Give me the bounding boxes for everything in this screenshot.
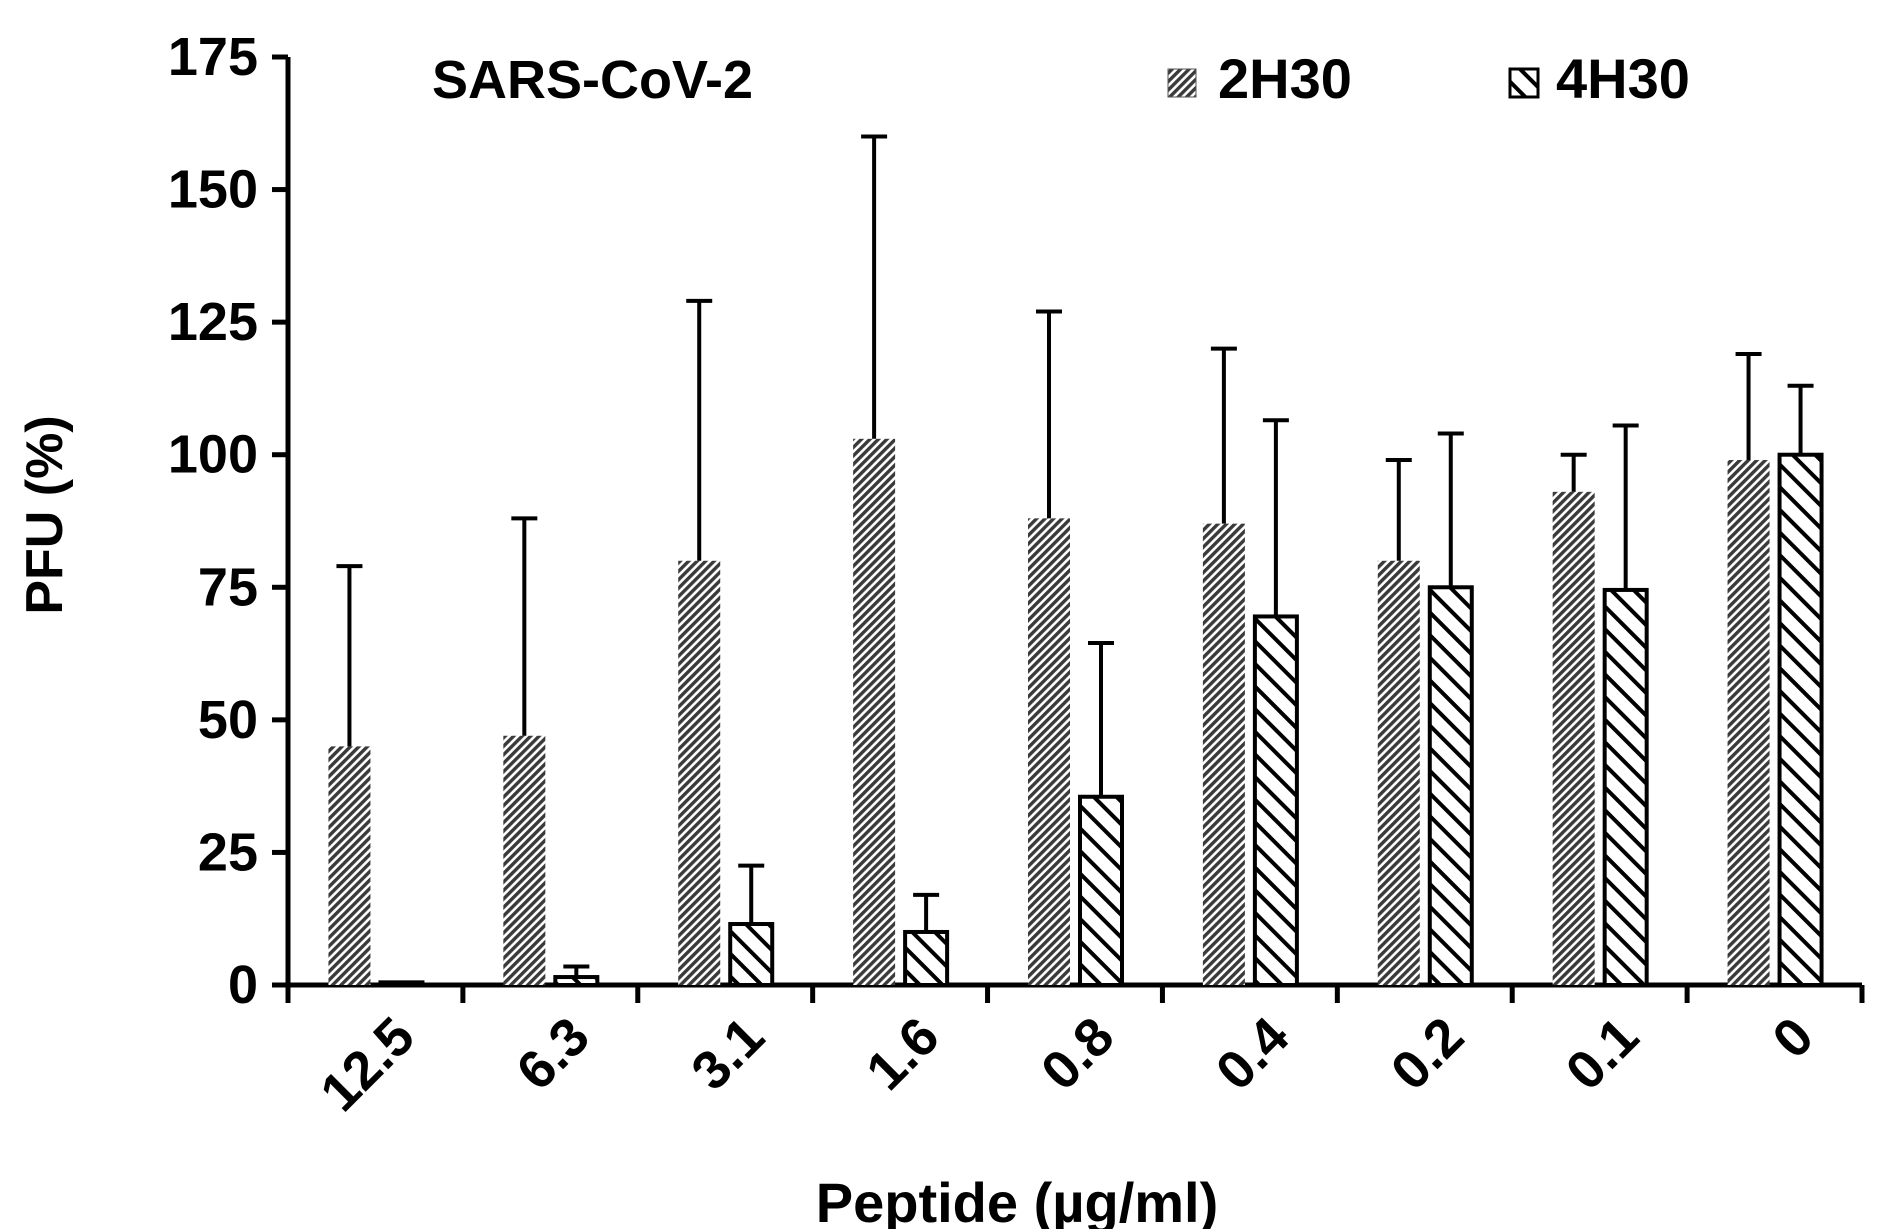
y-axis-label: PFU (%) xyxy=(16,415,74,614)
bar-4h30-1_6 xyxy=(905,932,947,985)
x-tick-label: 3.1 xyxy=(680,1006,776,1102)
x-tick-label: 12.5 xyxy=(309,1006,426,1123)
y-tick-label: 100 xyxy=(168,425,258,485)
chart-title: SARS-CoV-2 xyxy=(432,50,753,110)
x-tick-label: 0.1 xyxy=(1555,1006,1651,1102)
bar-4h30-0 xyxy=(1780,455,1822,985)
bar-2h30-12_5 xyxy=(328,746,370,985)
x-axis-label: Peptide (µg/ml) xyxy=(816,1171,1219,1229)
bar-4h30-0_2 xyxy=(1430,587,1472,985)
x-tick-label: 0.2 xyxy=(1380,1006,1476,1102)
x-tick-label: 0.4 xyxy=(1205,1006,1301,1102)
bar-2h30-0_2 xyxy=(1378,561,1420,985)
x-tick-label: 0 xyxy=(1761,1006,1825,1070)
y-tick-label: 50 xyxy=(198,690,258,750)
y-tick-label: 125 xyxy=(168,292,258,352)
legend-label-2h30: 2H30 xyxy=(1218,47,1352,110)
bar-4h30-0_4 xyxy=(1255,616,1297,985)
bar-2h30-0_1 xyxy=(1553,492,1595,985)
bar-2h30-3_1 xyxy=(678,561,720,985)
bar-4h30-12_5 xyxy=(380,982,422,985)
bar-4h30-6_3 xyxy=(555,977,597,985)
bar-4h30-0_1 xyxy=(1605,590,1647,985)
bars xyxy=(328,439,1821,985)
bar-4h30-0_8 xyxy=(1080,797,1122,985)
x-tick-label: 6.3 xyxy=(505,1006,601,1102)
legend-swatch-2h30 xyxy=(1168,69,1196,97)
y-tick-label: 175 xyxy=(168,27,258,87)
y-tick-label: 75 xyxy=(198,557,258,617)
bar-2h30-0_4 xyxy=(1203,524,1245,985)
y-tick-labels: 0 25 50 75 100 125 150 175 xyxy=(168,27,258,1015)
y-tick-label: 0 xyxy=(228,955,258,1015)
bar-2h30-0 xyxy=(1728,460,1770,985)
legend: 2H30 4H30 xyxy=(1168,47,1690,110)
bar-4h30-3_1 xyxy=(730,924,772,985)
y-tick-label: 25 xyxy=(198,822,258,882)
x-tick-label: 1.6 xyxy=(855,1006,951,1102)
legend-label-4h30: 4H30 xyxy=(1556,47,1690,110)
bar-2h30-6_3 xyxy=(503,736,545,985)
bar-2h30-0_8 xyxy=(1028,518,1070,985)
x-tick-label: 0.8 xyxy=(1030,1006,1126,1102)
y-tick-label: 150 xyxy=(168,160,258,220)
bar-2h30-1_6 xyxy=(853,439,895,985)
legend-swatch-4h30 xyxy=(1510,69,1538,97)
x-tick-labels: 12.5 6.3 3.1 1.6 0.8 0.4 0.2 0.1 0 xyxy=(309,1006,1825,1123)
